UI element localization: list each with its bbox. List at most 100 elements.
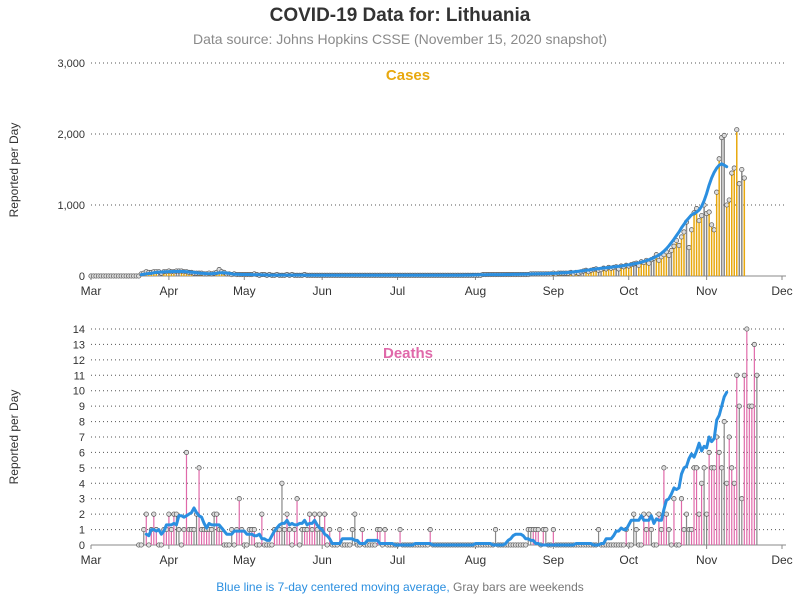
x-tick-label: Jul bbox=[390, 284, 405, 298]
data-point bbox=[724, 480, 730, 486]
moving-average-line bbox=[139, 162, 729, 277]
data-point bbox=[523, 542, 529, 548]
data-point bbox=[736, 403, 742, 409]
x-tick-label: Apr bbox=[160, 284, 179, 298]
data-point bbox=[550, 527, 556, 533]
y-tick-label: 13 bbox=[73, 339, 85, 351]
x-tick-label: Dec bbox=[771, 284, 792, 298]
x-tick-label: Mar bbox=[81, 284, 102, 298]
y-tick-label: 0 bbox=[79, 540, 85, 552]
data-point bbox=[726, 434, 732, 440]
data-point bbox=[706, 209, 712, 215]
data-point bbox=[178, 542, 185, 548]
data-point bbox=[304, 527, 310, 533]
y-tick-label: 6 bbox=[79, 447, 85, 459]
data-point bbox=[352, 511, 358, 517]
data-point bbox=[168, 527, 174, 533]
data-point bbox=[658, 527, 664, 533]
data-point bbox=[337, 527, 343, 533]
y-tick-label: 10 bbox=[73, 386, 85, 398]
data-point bbox=[347, 542, 353, 548]
chart-subtitle: Data source: Johns Hopkins CSSE (Novembe… bbox=[193, 31, 607, 47]
data-point bbox=[721, 132, 727, 138]
data-point bbox=[709, 222, 715, 228]
data-point bbox=[643, 527, 649, 533]
data-point bbox=[678, 496, 685, 502]
data-point bbox=[307, 511, 313, 517]
data-point bbox=[196, 465, 202, 471]
moving-average-line bbox=[144, 390, 729, 547]
y-tick-label: 2 bbox=[79, 509, 85, 521]
data-point bbox=[729, 465, 735, 471]
x-tick-label: May bbox=[233, 284, 256, 298]
data-point bbox=[734, 372, 740, 378]
data-point bbox=[721, 419, 727, 425]
data-point bbox=[209, 527, 215, 533]
cases-chart: 0 1,000 2,000 3,000 Mar Apr May Jun Jul Aug Sep Oct… bbox=[7, 58, 793, 298]
data-point bbox=[701, 465, 707, 471]
y-tick-label: 7 bbox=[79, 432, 85, 444]
y-tick-label: 4 bbox=[79, 478, 85, 490]
chart-footer: Blue line is 7-day centered moving avera… bbox=[0, 580, 800, 594]
data-point bbox=[731, 480, 737, 486]
y-tick-label: 8 bbox=[79, 417, 85, 429]
y-tick-label: 3 bbox=[79, 494, 85, 506]
data-point bbox=[312, 511, 318, 517]
data-point bbox=[382, 527, 388, 533]
data-point bbox=[284, 511, 290, 517]
data-point bbox=[751, 341, 757, 347]
data-point bbox=[633, 527, 639, 533]
data-point bbox=[653, 542, 659, 548]
data-point bbox=[668, 542, 674, 548]
data-point bbox=[372, 542, 378, 548]
y-tick-label: 3,000 bbox=[57, 58, 85, 70]
data-point bbox=[739, 496, 745, 502]
data-point bbox=[683, 511, 690, 517]
data-point bbox=[741, 175, 747, 181]
data-point bbox=[688, 527, 695, 533]
data-point bbox=[269, 542, 275, 548]
y-axis-label: Reported per Day bbox=[7, 390, 21, 485]
x-tick-label: Dec bbox=[771, 553, 792, 567]
data-point bbox=[324, 542, 330, 548]
data-point bbox=[146, 542, 152, 548]
data-point bbox=[671, 496, 677, 502]
data-point bbox=[377, 527, 383, 533]
x-tick-label: Jul bbox=[390, 553, 405, 567]
data-point bbox=[535, 527, 541, 533]
data-point bbox=[286, 527, 293, 533]
data-point bbox=[706, 449, 712, 455]
data-point bbox=[289, 542, 295, 548]
data-point bbox=[694, 465, 700, 471]
data-point bbox=[739, 166, 745, 173]
x-tick-label: Nov bbox=[696, 284, 717, 298]
x-tick-label: Mar bbox=[81, 553, 102, 567]
x-tick-label: Sep bbox=[543, 284, 565, 298]
data-point bbox=[143, 511, 149, 517]
data-point bbox=[734, 127, 740, 133]
panel-title: Cases bbox=[386, 67, 430, 84]
x-tick-label: Nov bbox=[696, 553, 717, 567]
data-point bbox=[663, 511, 669, 517]
data-point bbox=[183, 449, 190, 455]
data-point bbox=[327, 527, 333, 533]
data-point bbox=[543, 527, 549, 533]
data-point bbox=[176, 527, 182, 533]
data-point bbox=[699, 480, 705, 486]
data-point bbox=[317, 511, 323, 517]
data-point bbox=[294, 496, 300, 502]
data-point bbox=[349, 527, 355, 533]
x-tick-label: Jun bbox=[312, 284, 331, 298]
data-point bbox=[744, 326, 750, 332]
moving-average-note: Blue line is 7-day centered moving avera… bbox=[216, 580, 450, 594]
y-tick-label: 1,000 bbox=[57, 200, 85, 212]
data-point bbox=[359, 527, 365, 533]
data-point bbox=[681, 527, 687, 533]
data-point bbox=[297, 542, 303, 548]
panel-title: Deaths bbox=[383, 345, 433, 362]
data-point bbox=[214, 511, 220, 517]
x-tick-label: Apr bbox=[160, 553, 179, 567]
data-point bbox=[719, 465, 725, 471]
y-tick-label: 12 bbox=[73, 355, 85, 367]
